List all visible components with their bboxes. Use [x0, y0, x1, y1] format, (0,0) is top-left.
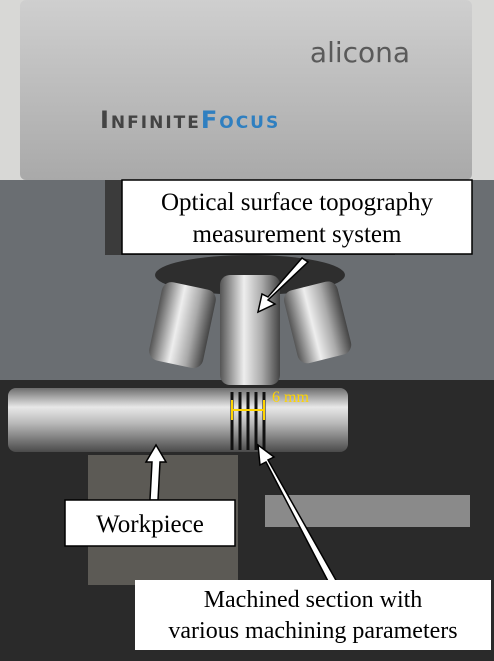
dimension-label: 6 mm [272, 389, 309, 406]
objective [220, 275, 280, 385]
annotation: Workpiece [96, 511, 204, 538]
label-box [64, 499, 236, 547]
arrows [144, 257, 339, 586]
logo: alicona [310, 36, 410, 69]
annotation: measurement system [193, 221, 403, 248]
microscope-head [20, 0, 472, 180]
product-part: Focus [201, 106, 280, 134]
objective [149, 282, 216, 369]
label-box [121, 179, 473, 255]
annotation: Machined section with [204, 587, 423, 613]
annotation: various machining parameters [168, 618, 457, 644]
objective [283, 281, 352, 364]
dimension-marker [231, 400, 265, 420]
label-box [135, 580, 491, 650]
annotation: Optical surface topography [161, 189, 434, 216]
product-part: Infinite [100, 106, 201, 134]
product-name: InfiniteFocus [100, 106, 280, 134]
